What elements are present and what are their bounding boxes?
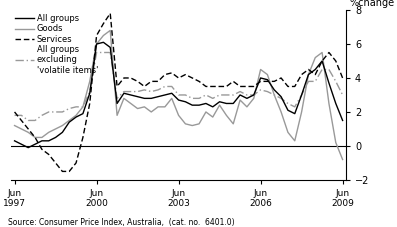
Text: Source: Consumer Price Index, Australia,  (cat. no.  6401.0): Source: Consumer Price Index, Australia,… xyxy=(8,218,235,227)
Y-axis label: %change: %change xyxy=(349,0,395,8)
Legend: All groups, Goods, Services, All groups
excluding
'volatile items': All groups, Goods, Services, All groups … xyxy=(15,14,98,75)
